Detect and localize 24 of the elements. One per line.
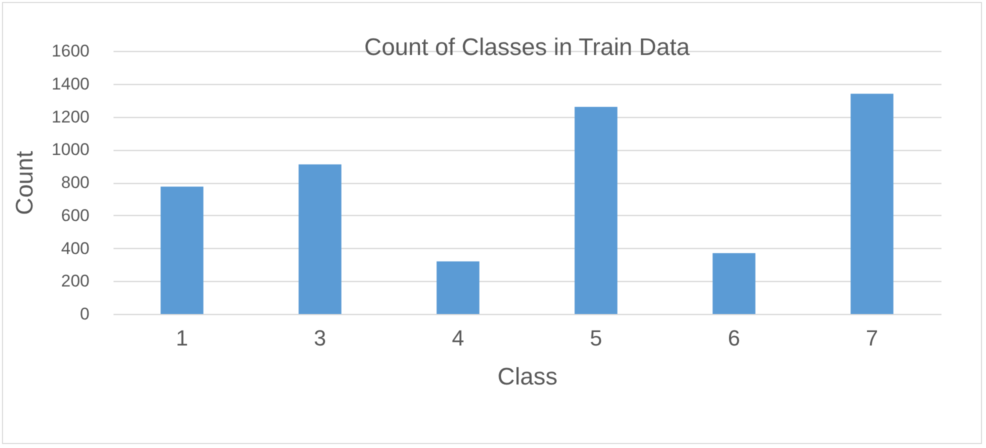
y-tick-label: 1600 [52, 42, 90, 60]
y-tick-label: 1000 [52, 140, 90, 160]
bar [712, 253, 756, 314]
x-tick-label: 4 [452, 326, 464, 350]
y-axis-title: Count [12, 150, 39, 216]
y-tick-label: 600 [61, 206, 90, 225]
chart-title: Count of Classes in Train Data [364, 34, 690, 61]
x-tick-label: 3 [314, 326, 326, 350]
x-tick-label: 1 [176, 326, 188, 350]
y-tick-label: 800 [61, 173, 90, 192]
y-tick-label: 400 [61, 238, 90, 258]
y-tick-label: 1400 [52, 74, 90, 94]
x-tick-label: 7 [866, 326, 878, 350]
y-tick-label: 1200 [52, 107, 90, 126]
y-tick-label: 200 [61, 272, 90, 291]
bar [160, 186, 204, 314]
x-tick-label: 6 [728, 326, 740, 350]
x-axis-title: Class [497, 364, 558, 390]
bar [298, 164, 342, 314]
bar [574, 106, 618, 314]
y-tick-label: 0 [80, 304, 90, 324]
bar [436, 261, 480, 314]
x-tick-label: 5 [590, 326, 602, 350]
bar [850, 94, 894, 314]
